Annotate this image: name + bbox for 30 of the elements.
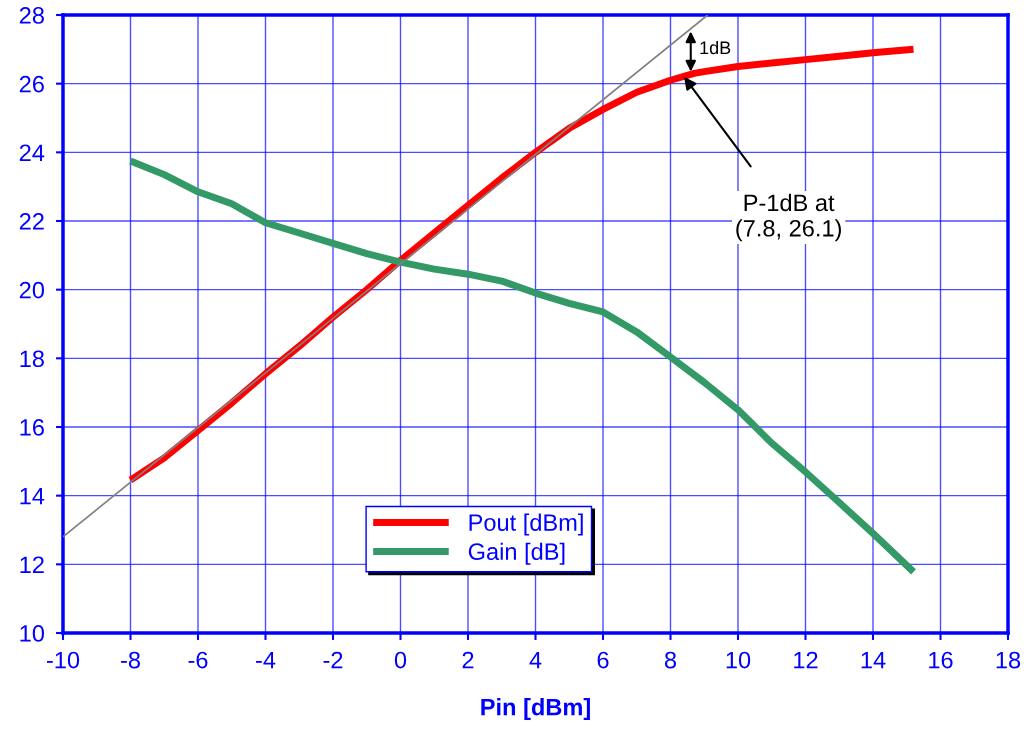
y-tick-label: 16	[20, 419, 44, 436]
y-tick-label: 14	[20, 487, 45, 505]
x-tick-label: 10	[726, 651, 751, 669]
y-tick-label: 24	[19, 144, 45, 161]
x-tick-label: 2	[462, 651, 474, 669]
x-tick-label: 0	[394, 651, 407, 669]
annotation: 1dB	[700, 40, 731, 55]
y-tick-label: 22	[19, 213, 44, 230]
x-tick-label: -2	[323, 651, 343, 669]
legend-label: Pout [dBm]	[469, 513, 583, 536]
y-tick-label: 20	[19, 281, 45, 299]
x-axis-title: Pin [dBm]	[481, 698, 590, 721]
x-tick-label: 16	[929, 651, 953, 669]
x-tick-label: -8	[121, 651, 140, 669]
y-tick-label: 26	[19, 75, 44, 93]
x-tick-label: 14	[861, 651, 886, 669]
y-tick-label: 28	[19, 7, 44, 24]
x-tick-label: 6	[597, 651, 609, 669]
y-tick-label: 18	[20, 350, 44, 368]
x-tick-label: 18	[996, 651, 1021, 669]
annotation: P-1dB at (7.8, 26.1)	[736, 193, 841, 242]
x-tick-label: 12	[794, 651, 818, 669]
x-tick-label: -6	[188, 651, 208, 669]
x-tick-label: -4	[256, 651, 276, 669]
legend-label: Gain [dB]	[468, 542, 565, 565]
x-tick-label: -10	[46, 651, 80, 669]
x-tick-label: 8	[664, 651, 677, 669]
x-tick-label: 4	[529, 651, 542, 669]
y-tick-label: 10	[20, 625, 45, 642]
y-tick-label: 12	[20, 556, 44, 573]
